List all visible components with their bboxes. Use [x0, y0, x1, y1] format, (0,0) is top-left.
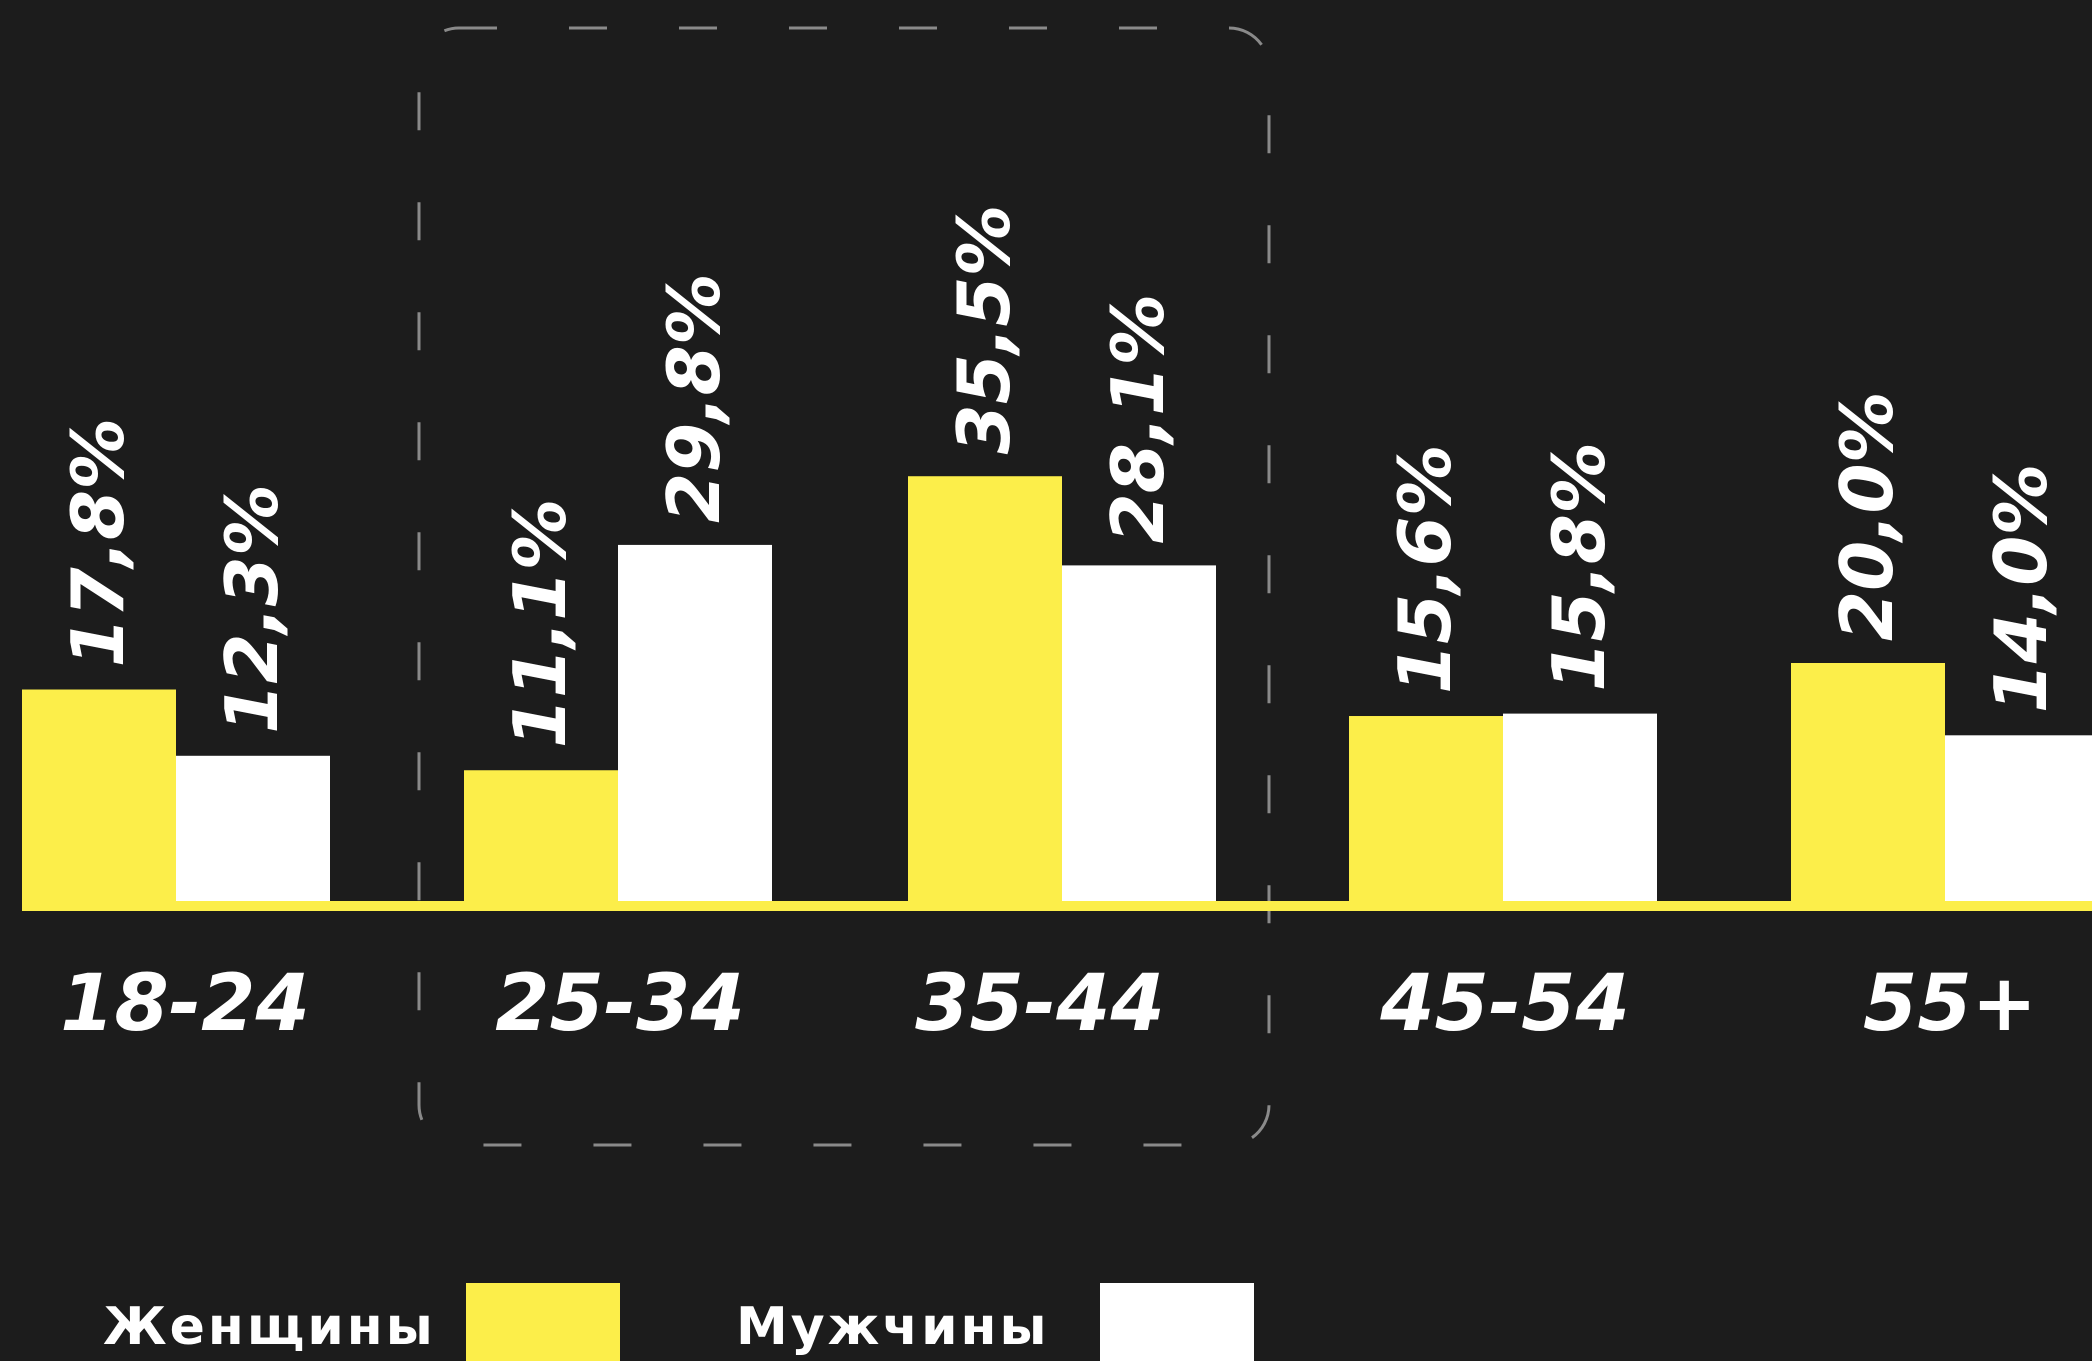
- value-label-men-18-24: 12,3%: [210, 484, 294, 734]
- value-label-women-55+: 20,0%: [1825, 391, 1909, 641]
- bars-group: [22, 476, 2092, 904]
- category-labels-group: 18-24 25-34 35-44 45-54 55+: [60, 959, 2037, 1049]
- value-label-women-25-34: 11,1%: [498, 498, 582, 748]
- category-label-18-24: 18-24: [60, 959, 309, 1049]
- highlight-box: [417, 26, 1271, 1147]
- value-labels-group: 17,8% 12,3% 11,1% 29,8% 35,5% 28,1% 15,6% 15,8%…: [56, 204, 2063, 748]
- bar-men-35-44: [1062, 565, 1216, 904]
- bar-men-55+: [1945, 735, 2092, 904]
- legend-label-men: Мужчины: [736, 1297, 1049, 1357]
- value-label-men-45-54: 15,8%: [1537, 442, 1621, 692]
- legend-swatch-men: [1100, 1283, 1254, 1361]
- bar-women-18-24: [22, 689, 176, 904]
- value-label-women-18-24: 17,8%: [56, 418, 140, 668]
- bar-women-35-44: [908, 476, 1062, 904]
- bar-men-18-24: [176, 755, 330, 904]
- value-label-men-25-34: 29,8%: [652, 273, 736, 523]
- bar-women-45-54: [1349, 716, 1503, 904]
- category-label-55+: 55+: [1863, 959, 2037, 1049]
- legend-label-women: Женщины: [103, 1297, 436, 1357]
- legend-swatch-women: [466, 1283, 620, 1361]
- category-label-35-44: 35-44: [915, 959, 1164, 1049]
- bar-women-25-34: [464, 770, 618, 904]
- value-label-men-35-44: 28,1%: [1096, 294, 1180, 544]
- bar-men-25-34: [618, 544, 772, 904]
- category-label-45-54: 45-54: [1379, 959, 1629, 1049]
- value-label-women-35-44: 35,5%: [942, 204, 1026, 454]
- bar-men-45-54: [1503, 713, 1657, 904]
- legend: Женщины Мужчины: [103, 1283, 1254, 1361]
- value-label-women-45-54: 15,6%: [1383, 444, 1467, 694]
- value-label-men-55+: 14,0%: [1979, 464, 2063, 714]
- baseline: [22, 901, 2092, 911]
- category-label-25-34: 25-34: [495, 959, 744, 1049]
- bar-women-55+: [1791, 663, 1945, 904]
